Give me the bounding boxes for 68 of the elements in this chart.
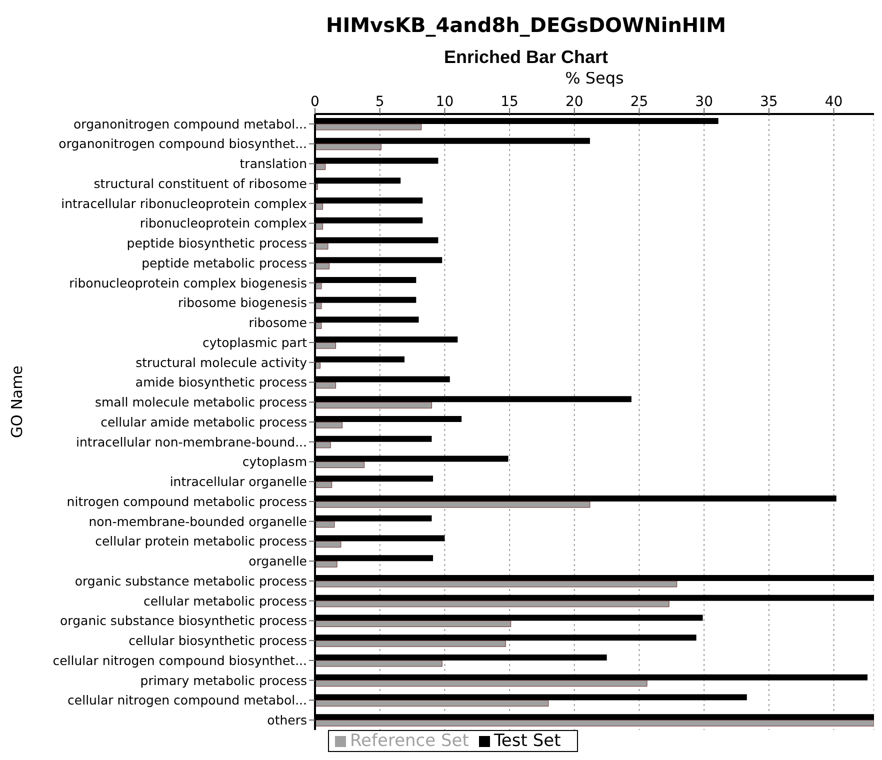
x-tick-label: 35 (760, 94, 778, 110)
x-tick-label: 25 (630, 94, 648, 110)
bar (315, 720, 874, 726)
y-tick-label: organelle (248, 554, 308, 569)
bar (315, 541, 342, 548)
chart-subtitle: Enriched Bar Chart (444, 47, 608, 67)
y-tick-label: ribonucleoprotein complex biogenesis (69, 275, 307, 290)
y-tick-label: organonitrogen compound biosynthet... (58, 136, 307, 152)
y-tick-label: non-membrane-bounded organelle (88, 514, 308, 529)
bar (315, 382, 336, 389)
y-tick-label: cytoplasmic part (202, 334, 308, 350)
x-tick-label: 15 (500, 94, 518, 110)
bar (315, 342, 336, 349)
bar (315, 600, 670, 608)
y-tick-label: intracellular non-membrane-bound... (76, 434, 307, 450)
y-tick-label: intracellular ribonucleoprotein complex (61, 196, 307, 211)
x-tick-label: 30 (695, 94, 714, 110)
x-tick-label: 20 (565, 94, 584, 110)
legend-label: Test Set (494, 731, 561, 751)
x-tick-label: 5 (375, 94, 384, 110)
bar (315, 700, 549, 706)
y-tick-label: cellular protein metabolic process (95, 534, 307, 549)
bar (315, 322, 322, 329)
y-tick-label: peptide metabolic process (142, 255, 307, 270)
y-tick-label: organonitrogen compound metabol... (74, 116, 307, 132)
y-tick-label: peptide biosynthetic process (126, 236, 307, 251)
y-tick-label: structural molecule activity (136, 354, 308, 370)
y-tick-label: cellular biosynthetic process (128, 633, 307, 648)
bar (315, 620, 512, 627)
y-tick-label: structural constituent of ribosome (94, 176, 308, 191)
y-tick-label: cellular nitrogen compound biosynthet... (52, 652, 307, 668)
bar (315, 680, 648, 687)
y-tick-label: amide biosynthetic process (135, 374, 307, 390)
y-tick-label: ribonucleoprotein complex (140, 216, 307, 231)
bar (315, 362, 320, 369)
bar (315, 462, 365, 468)
bar (315, 242, 328, 250)
bar (315, 203, 324, 210)
chart-title: HIMvsKB_4and8h_DEGsDOWNinHIM (324, 12, 728, 39)
y-tick-label: ribosome (248, 315, 308, 330)
bar (315, 560, 338, 568)
y-tick-label: cellular amide metabolic process (100, 414, 307, 430)
y-tick-label: ribosome biogenesis (178, 295, 307, 310)
y-tick-label: small molecule metabolic process (94, 394, 307, 410)
y-axis-title: GO Name (8, 366, 26, 438)
x-tick-label: 10 (436, 94, 454, 110)
bar (315, 442, 331, 448)
y-tick-label: organic substance biosynthetic process (60, 613, 307, 628)
x-tick-label: 0 (310, 94, 320, 110)
y-tick-label: cellular nitrogen compound metabol... (68, 692, 307, 708)
bar (315, 282, 322, 290)
y-tick-label: cytoplasm (242, 454, 307, 470)
bar (315, 481, 332, 488)
bar (315, 521, 335, 528)
y-tick-label: primary metabolic process (140, 672, 307, 688)
y-tick-label: nitrogen compound metabolic process (66, 494, 307, 509)
y-tick-label: others (267, 712, 307, 728)
bar (315, 163, 326, 170)
bar (315, 422, 342, 428)
y-tick-label: organic substance metabolic process (74, 573, 307, 588)
bar (315, 302, 322, 310)
x-tick-label: 40 (824, 94, 843, 110)
y-tick-label: cellular metabolic process (143, 593, 307, 608)
y-tick-label: translation (240, 156, 307, 172)
bar (315, 262, 330, 270)
legend-label: Reference Set (350, 731, 469, 751)
bar (315, 640, 506, 647)
y-tick-label: intracellular organelle (170, 474, 308, 490)
